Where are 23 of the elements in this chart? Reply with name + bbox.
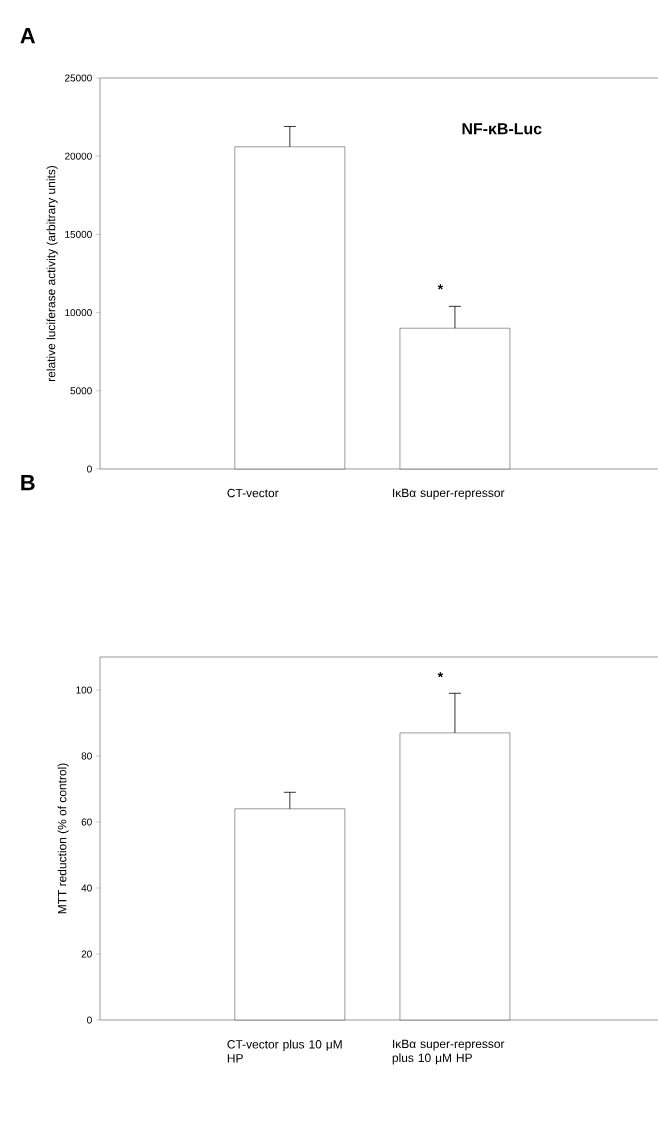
annotation: NF-κB-Luc [462, 123, 542, 135]
chart-title: A [20, 28, 36, 44]
y-tick-label: 80 [81, 752, 92, 760]
x-tick-label: CT-vector [227, 488, 279, 498]
y-tick-label: 40 [81, 884, 92, 892]
y-tick-label: 0 [87, 1016, 92, 1024]
y-axis-title: relative luciferase activity (arbitrary units) [46, 165, 58, 381]
x-tick-label: IκBα super-repressor plus 10 μM HP [392, 1039, 505, 1065]
x-tick-label: IκBα super-repressor [393, 488, 505, 500]
y-axis-title: MTT reduction (% of control) [57, 763, 69, 914]
y-tick-label: 10000 [65, 309, 92, 317]
y-tick-label: 20000 [65, 152, 92, 160]
y-tick-label: 15000 [65, 230, 92, 238]
chart-title: B [21, 475, 35, 491]
y-tick-label: 60 [81, 818, 92, 826]
x-tick-label: CT-vector plus 10 μM HP [227, 1039, 342, 1063]
y-tick-label: 100 [76, 686, 92, 694]
y-tick-label: 5000 [70, 387, 92, 395]
y-tick-label: 25000 [65, 74, 92, 82]
y-tick-label: 20 [81, 950, 92, 958]
annotation: * [437, 672, 444, 678]
y-tick-label: 0 [87, 465, 92, 473]
annotation: * [437, 284, 444, 290]
